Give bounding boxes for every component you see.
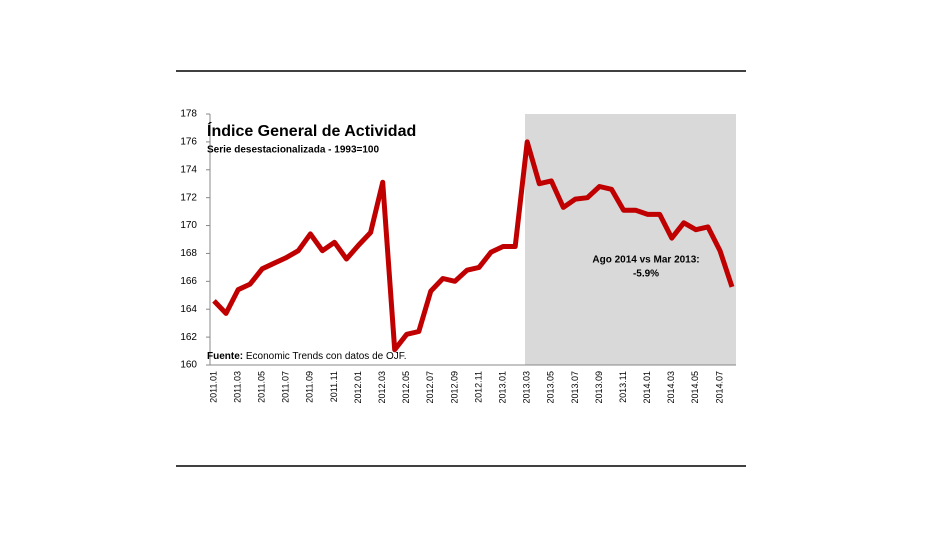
y-tick-label: 164 (180, 304, 197, 315)
data-line (212, 139, 735, 353)
highlight-region (525, 114, 736, 365)
y-tick-label: 160 (180, 360, 197, 371)
source-label: Fuente: (207, 351, 243, 362)
x-tick-label: 2014.01 (642, 371, 652, 404)
x-tick-label: 2013.09 (594, 371, 604, 404)
y-tick-label: 178 (180, 109, 197, 120)
x-tick-label: 2014.03 (666, 371, 676, 404)
y-tick-label: 174 (180, 164, 197, 175)
annotation: -5.9% (633, 269, 659, 280)
source-text: Economic Trends con datos de OJF. (246, 351, 407, 362)
x-tick-label: 2011.07 (281, 371, 291, 403)
y-tick-label: 172 (180, 192, 197, 203)
source: Fuente: Economic Trends con datos de OJF… (207, 351, 407, 362)
x-tick-label: 2011.03 (232, 371, 242, 403)
x-tick-label: 2013.03 (522, 371, 532, 404)
y-tick-label: 166 (180, 276, 197, 287)
y-tick-label: 162 (180, 332, 197, 343)
x-tick-label: 2011.11 (329, 371, 339, 402)
x-tick-label: 2011.09 (305, 371, 315, 403)
x-tick-label: 2012.09 (449, 371, 459, 404)
chart-title: Índice General de Actividad (207, 121, 416, 140)
y-tick-label: 176 (180, 137, 197, 148)
x-tick-label: 2012.01 (353, 371, 363, 404)
x-tick-label: 2014.05 (690, 371, 700, 404)
x-tick-label: 2014.07 (714, 371, 724, 404)
annotation: Ago 2014 vs Mar 2013: (592, 255, 699, 266)
x-tick-label: 2013.05 (546, 371, 556, 404)
x-tick-label: 2013.01 (497, 371, 507, 404)
x-tick-label: 2011.01 (208, 371, 218, 403)
x-tick-label: 2011.05 (257, 371, 267, 403)
x-tick-label: 2012.07 (425, 371, 435, 404)
x-tick-label: 2012.03 (377, 371, 387, 404)
y-tick-label: 170 (180, 220, 197, 231)
y-tick-label: 168 (180, 248, 197, 259)
chart-subtitle: Serie desestacionalizada - 1993=100 (207, 145, 379, 156)
x-tick-label: 2012.05 (401, 371, 411, 404)
x-tick-label: 2012.11 (473, 371, 483, 403)
x-tick-label: 2013.11 (618, 371, 628, 403)
x-tick-label: 2013.07 (570, 371, 580, 404)
